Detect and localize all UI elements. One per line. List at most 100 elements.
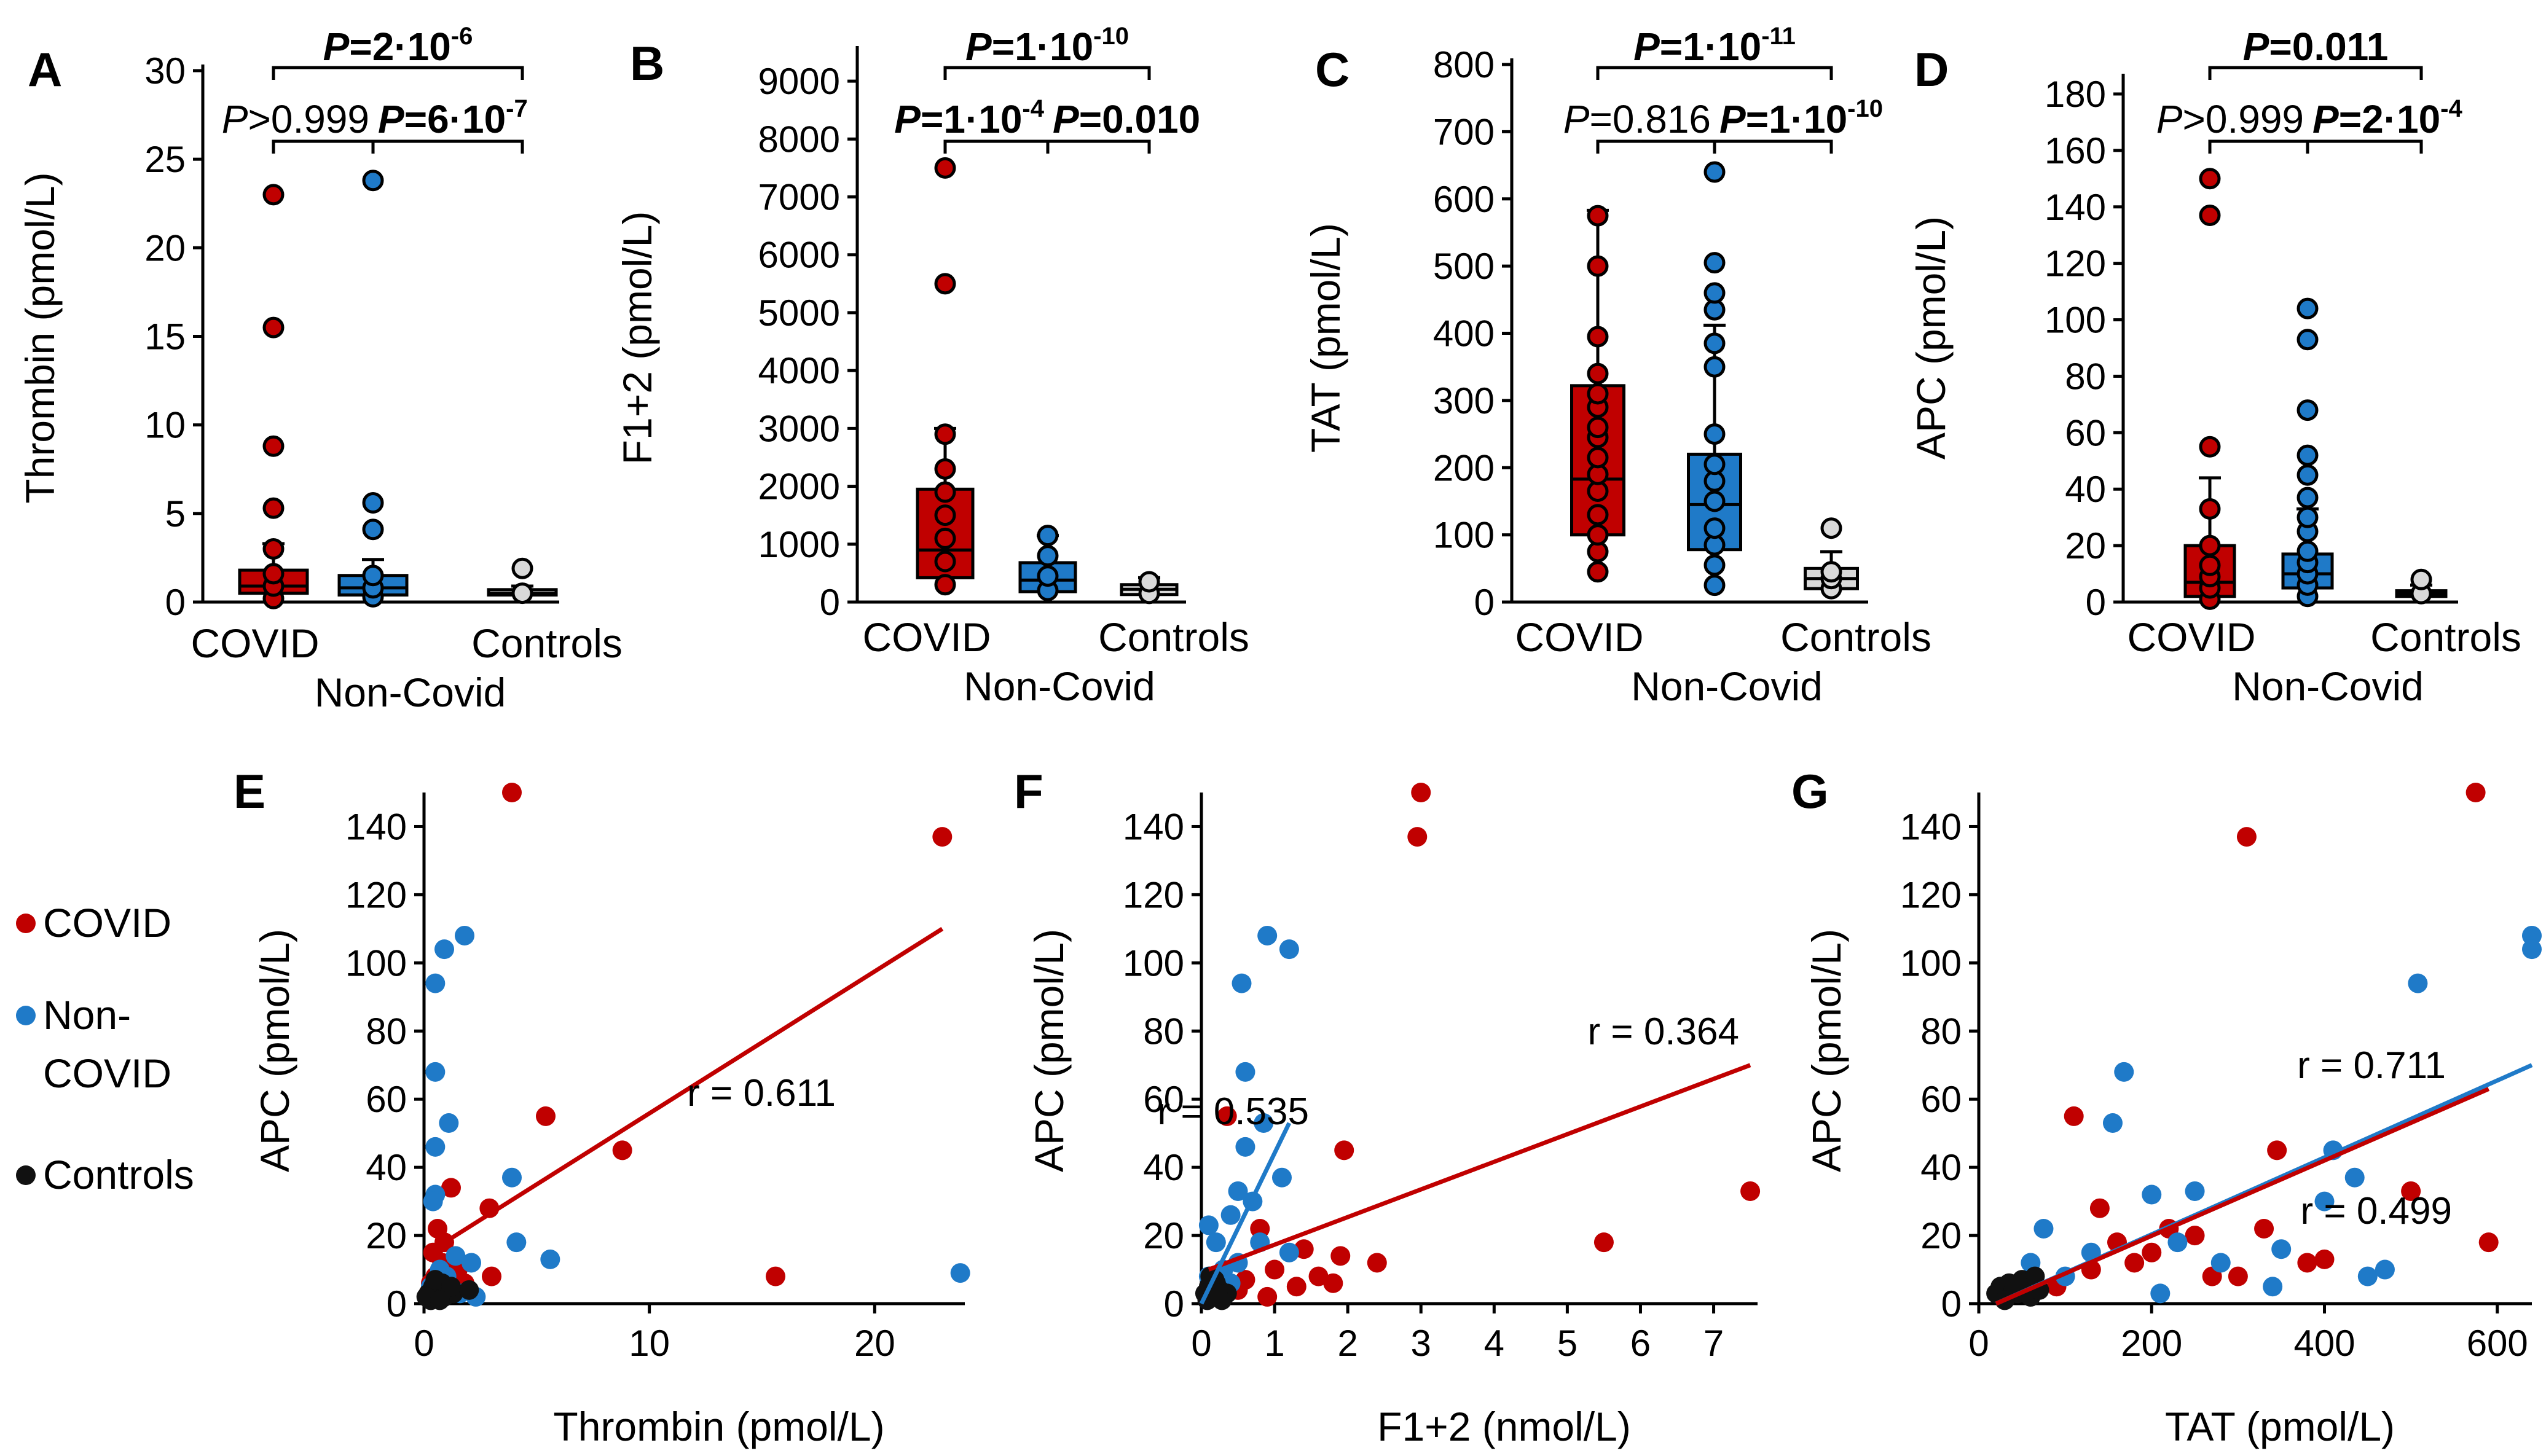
panel-f-apc-vs-f12-scatter: 0 20 40 60 80 100 120 140 0 1 2 3 4 5 6 7 APC (pmol/L) F1…: [1026, 783, 1761, 1449]
y-axis-title-f: APC (pmol/L): [1026, 929, 1072, 1172]
scatter-point-covid: [1323, 1273, 1343, 1293]
y-tick-label: 0: [1164, 1283, 1184, 1325]
data-point: [2199, 436, 2221, 458]
data-point: [1820, 561, 1842, 583]
y-tick-label: 400: [1433, 313, 1495, 354]
scatter-point-non-covid: [2150, 1283, 2171, 1304]
data-point: [934, 458, 956, 480]
scatter-point-non-covid: [950, 1263, 970, 1283]
scatter-point-non-covid: [2142, 1184, 2162, 1205]
legend-label-controls: Controls: [43, 1152, 194, 1197]
scatter-point-covid: [2254, 1218, 2274, 1239]
scatter-point-covid: [1334, 1140, 1354, 1160]
data-point: [1587, 524, 1609, 546]
scatter-point-non-covid: [2210, 1253, 2231, 1273]
data-point: [262, 563, 285, 585]
y-tick-label: 40: [366, 1147, 407, 1188]
y-tick-label: 6000: [758, 235, 840, 276]
y-tick-label: 120: [1900, 874, 1962, 915]
scatter-point-non-covid: [540, 1249, 560, 1269]
data-point: [362, 519, 384, 541]
y-tick-label: 700: [1433, 111, 1495, 152]
correlation-label: r = 0.499: [2301, 1190, 2452, 1232]
category-label: Controls: [1780, 614, 1931, 660]
scatter-point-covid: [2185, 1226, 2205, 1246]
scatter-point-covid: [1593, 1232, 1614, 1253]
y-tick-label: 500: [1433, 246, 1495, 287]
data-point: [1703, 332, 1726, 354]
scatter-point-non-covid: [1254, 1113, 1274, 1133]
x-tick-label: 4: [1484, 1323, 1504, 1364]
category-label: Non-Covid: [2232, 663, 2424, 709]
x-tick-label: 7: [1703, 1323, 1724, 1364]
regression-line-covid: [1208, 1063, 1751, 1272]
panel-e-apc-vs-thrombin-scatter: 0 20 40 60 80 100 120 140 0 10 20 APC (pmol/L) Throm…: [252, 783, 970, 1449]
scatter-point-controls: [459, 1280, 479, 1300]
legend-marker-covid: [16, 914, 36, 933]
panel-letter-b: B: [630, 36, 664, 90]
legend-label-covid: COVID: [43, 900, 171, 945]
y-tick-label: 0: [2086, 582, 2106, 623]
y-tick-label: 7000: [758, 177, 840, 218]
data-point: [2297, 487, 2319, 509]
p-value-noncovid-vs-controls: P=6·10-7: [378, 95, 528, 141]
y-tick-label: 40: [1143, 1147, 1184, 1188]
y-tick-label: 2000: [758, 466, 840, 507]
y-tick-label: 140: [2045, 187, 2106, 228]
scatter-point-non-covid: [455, 925, 474, 945]
scatter-point-covid: [1740, 1181, 1761, 1201]
data-point: [362, 492, 384, 514]
data-point: [2410, 568, 2432, 590]
scatter-point-non-covid: [1235, 1137, 1255, 1157]
y-tick-label: 100: [1433, 515, 1495, 556]
regression-line-non-covid: [1199, 1122, 1292, 1305]
scatter-point-covid: [2236, 827, 2257, 847]
panel-letter-e: E: [234, 764, 265, 818]
category-label: Non-Covid: [1631, 663, 1823, 709]
p-value-noncovid-vs-controls: P=0.010: [1053, 97, 1200, 141]
p-value-noncovid-vs-controls: P=1·10-10: [1719, 95, 1883, 141]
data-point: [934, 504, 956, 526]
category-label: Non-Covid: [315, 670, 506, 715]
x-tick-label: 2: [1337, 1323, 1357, 1364]
scatter-point-covid: [536, 1106, 556, 1126]
y-tick-label: 60: [1143, 1079, 1184, 1120]
y-tick-label: 60: [2065, 412, 2106, 453]
y-tick-label: 600: [1433, 179, 1495, 220]
y-tick-label: 140: [1900, 806, 1962, 847]
category-label: Controls: [2370, 614, 2521, 660]
scatter-point-non-covid: [506, 1232, 527, 1253]
y-tick-label: 20: [144, 227, 186, 268]
data-point: [2297, 329, 2319, 351]
legend-label-noncovid-line2: COVID: [43, 1051, 171, 1096]
scatter-point-covid: [2124, 1253, 2145, 1273]
scatter-point-covid: [932, 827, 953, 847]
category-label: COVID: [862, 614, 991, 660]
data-point: [262, 435, 285, 457]
y-tick-label: 100: [2045, 300, 2106, 341]
data-point: [934, 527, 956, 549]
data-point: [1703, 282, 1726, 304]
data-point: [1587, 255, 1609, 277]
data-point: [1037, 545, 1059, 567]
scatter-point-non-covid: [1206, 1232, 1226, 1253]
scatter-point-controls: [1208, 1283, 1228, 1304]
scatter-point-covid: [1250, 1218, 1270, 1239]
x-tick-label: 0: [414, 1323, 434, 1364]
x-tick-label: 0: [1968, 1323, 1989, 1364]
panel-letter-d: D: [1914, 42, 1949, 96]
y-axis-title-a: Thrombin (pmol/L): [17, 172, 63, 503]
scatter-point-covid: [502, 783, 522, 802]
y-tick-label: 20: [366, 1215, 407, 1256]
scatter-point-non-covid: [1271, 1167, 1292, 1188]
data-point: [1587, 504, 1609, 526]
scatter-point-non-covid: [2375, 1259, 2395, 1280]
scatter-point-covid: [1294, 1239, 1314, 1259]
scatter-point-covid: [1367, 1253, 1387, 1273]
y-tick-label: 80: [1143, 1011, 1184, 1052]
scatter-point-non-covid: [2033, 1218, 2054, 1239]
y-tick-label: 3000: [758, 408, 840, 449]
data-point: [2199, 205, 2221, 227]
data-point: [1587, 205, 1609, 227]
y-tick-label: 10: [144, 405, 186, 446]
